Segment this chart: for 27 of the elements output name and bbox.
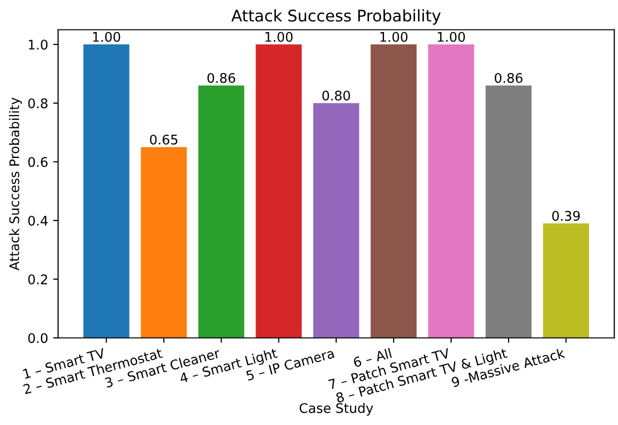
- data-label: 0.39: [552, 210, 580, 221]
- y-axis-title: Attack Success Probability: [9, 98, 22, 270]
- bar: [428, 44, 474, 338]
- data-label: 1.00: [265, 32, 293, 42]
- bar: [256, 44, 302, 338]
- data-label: 0.86: [494, 72, 522, 83]
- y-tick-label: 0.8: [28, 98, 48, 108]
- bar: [370, 44, 417, 338]
- data-label: 0.86: [207, 72, 236, 83]
- bar: [486, 86, 532, 338]
- bar: [140, 147, 187, 338]
- data-label: 1.00: [380, 32, 408, 42]
- bar: [543, 223, 590, 338]
- y-tick-label: 0.0: [28, 333, 48, 344]
- data-label: 0.80: [322, 90, 350, 101]
- bar: [313, 103, 360, 338]
- y-tick-label: 1.0: [28, 40, 48, 50]
- y-tick-label: 0.2: [28, 274, 48, 284]
- chart-title: Attack Success Probability: [231, 9, 441, 25]
- data-label: 0.65: [150, 134, 178, 145]
- y-tick-label: 0.6: [28, 157, 48, 168]
- x-axis-title: Case Study: [300, 402, 374, 416]
- y-tick-label: 0.4: [28, 216, 48, 226]
- data-label: 1.00: [438, 32, 465, 42]
- data-label: 1.00: [93, 32, 120, 42]
- bar: [83, 44, 130, 338]
- bar: [198, 86, 244, 338]
